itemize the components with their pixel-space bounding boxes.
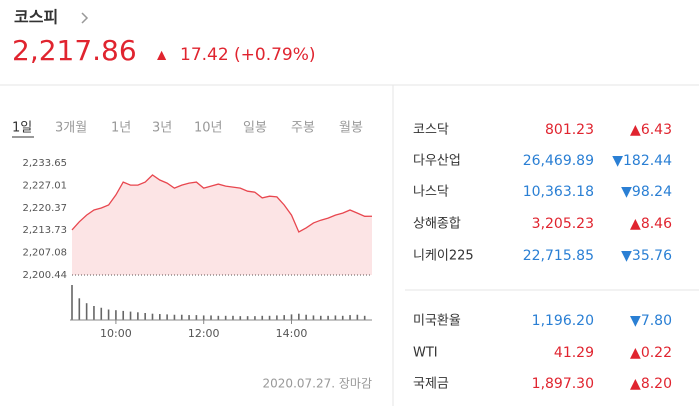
market-value: 3,205.23 bbox=[532, 216, 594, 232]
period-tab[interactable]: 3개월 bbox=[55, 121, 87, 136]
period-tab[interactable]: 일봉 bbox=[243, 121, 267, 136]
volume-bar bbox=[202, 315, 205, 320]
volume-bar bbox=[78, 298, 81, 320]
market-change: ▲8.46 bbox=[630, 216, 672, 232]
period-tab[interactable]: 3년 bbox=[152, 121, 172, 136]
volume-bar bbox=[232, 315, 234, 320]
volume-bar bbox=[115, 310, 117, 320]
y-tick-label: 2,227.01 bbox=[22, 180, 67, 191]
period-tab[interactable]: 주봉 bbox=[291, 121, 315, 136]
market-change: ▼7.80 bbox=[630, 313, 672, 329]
market-value: 26,469.89 bbox=[523, 153, 594, 169]
market-name[interactable]: 다우산업 bbox=[413, 154, 461, 169]
index-title[interactable]: 코스피 bbox=[14, 8, 58, 27]
market-change: ▲8.20 bbox=[630, 376, 672, 392]
volume-bar bbox=[180, 314, 183, 320]
volume-bar bbox=[290, 314, 293, 320]
index-value: 2,217.86 bbox=[12, 34, 137, 67]
period-tab[interactable]: 1일 bbox=[12, 121, 32, 136]
volume-bar bbox=[254, 316, 256, 320]
x-tick-label: 12:00 bbox=[188, 327, 220, 340]
volume-bar bbox=[151, 313, 154, 320]
period-tab[interactable]: 1년 bbox=[111, 121, 131, 136]
volume-bar bbox=[298, 313, 300, 320]
volume-bar bbox=[305, 314, 307, 320]
volume-bar bbox=[246, 316, 249, 320]
volume-bar bbox=[210, 315, 212, 320]
market-change: ▼35.76 bbox=[621, 248, 672, 264]
market-name[interactable]: 나스닥 bbox=[413, 185, 449, 200]
volume-bar bbox=[71, 285, 73, 320]
price-area bbox=[72, 175, 372, 275]
index-change: 17.42 bbox=[180, 45, 229, 65]
volume-bar bbox=[100, 307, 103, 320]
volume-bar bbox=[224, 315, 227, 320]
market-value: 801.23 bbox=[545, 122, 594, 138]
y-tick-label: 2,233.65 bbox=[22, 158, 67, 169]
volume-bar bbox=[268, 315, 271, 320]
period-tab[interactable]: 10년 bbox=[194, 121, 223, 136]
y-tick-label: 2,213.73 bbox=[22, 225, 67, 236]
market-change: ▼98.24 bbox=[621, 184, 672, 200]
x-tick-label: 10:00 bbox=[100, 327, 132, 340]
volume-bar bbox=[129, 311, 132, 320]
volume-bar bbox=[327, 315, 329, 320]
period-tab[interactable]: 월봉 bbox=[339, 121, 363, 136]
x-tick-label: 14:00 bbox=[276, 327, 308, 340]
change-arrow: ▲ bbox=[157, 48, 167, 62]
market-change: ▲0.22 bbox=[630, 345, 672, 361]
volume-bar bbox=[144, 313, 146, 320]
market-value: 41.29 bbox=[554, 345, 594, 361]
volume-bar bbox=[363, 315, 366, 320]
y-tick-label: 2,200.44 bbox=[22, 270, 67, 281]
market-name[interactable]: 상해종합 bbox=[413, 217, 461, 232]
volume-bar bbox=[137, 312, 139, 320]
market-value: 1,897.30 bbox=[532, 376, 594, 392]
footer-note: 2020.07.27. 장마감 bbox=[263, 377, 372, 391]
market-name[interactable]: WTI bbox=[413, 346, 438, 361]
volume-bar bbox=[85, 303, 88, 320]
market-change: ▲6.43 bbox=[630, 122, 672, 138]
volume-bar bbox=[334, 315, 337, 320]
market-value: 22,715.85 bbox=[523, 248, 594, 264]
volume-bar bbox=[276, 315, 278, 320]
volume-bar bbox=[341, 315, 344, 320]
volume-bar bbox=[283, 315, 285, 320]
market-value: 10,363.18 bbox=[523, 184, 594, 200]
volume-bar bbox=[166, 314, 168, 320]
market-change: ▼182.44 bbox=[612, 153, 672, 169]
market-name[interactable]: 미국환율 bbox=[413, 314, 461, 329]
market-name[interactable]: 니케이225 bbox=[413, 249, 474, 264]
volume-bar bbox=[217, 315, 220, 320]
index-percent: (+0.79%) bbox=[234, 45, 316, 65]
market-value: 1,196.20 bbox=[532, 313, 594, 329]
volume-bar bbox=[195, 315, 198, 320]
volume-bar bbox=[261, 315, 264, 320]
volume-bar bbox=[319, 315, 322, 320]
volume-bar bbox=[159, 314, 161, 320]
price-line bbox=[71, 174, 373, 233]
volume-bar bbox=[93, 306, 95, 320]
volume-bar bbox=[349, 315, 351, 320]
volume-bar bbox=[122, 310, 125, 320]
volume-bar bbox=[188, 315, 190, 320]
y-tick-label: 2,220.37 bbox=[22, 203, 67, 214]
volume-bar bbox=[239, 316, 242, 320]
market-name[interactable]: 국제금 bbox=[413, 377, 449, 392]
market-name[interactable]: 코스닥 bbox=[413, 123, 449, 138]
volume-bar bbox=[107, 309, 110, 320]
volume-bar bbox=[173, 314, 176, 320]
chevron bbox=[81, 12, 89, 24]
y-tick-label: 2,207.08 bbox=[22, 248, 67, 259]
volume-bar bbox=[312, 315, 315, 320]
volume-bar bbox=[356, 314, 359, 320]
